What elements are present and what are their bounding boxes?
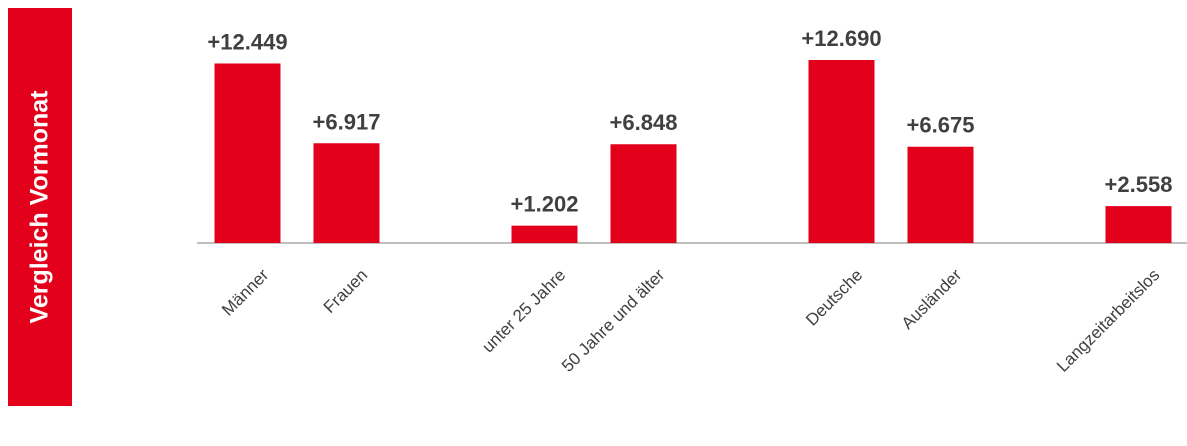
bar-7 bbox=[907, 146, 974, 243]
value-labels-group: +12.449 +6.917 +1.202 +6.848 +12.690 +6.675 +2… bbox=[207, 26, 1172, 217]
category-label-6: Deutsche bbox=[802, 265, 866, 329]
value-label-3: +1.202 bbox=[511, 192, 579, 217]
bar-1 bbox=[313, 143, 380, 243]
value-label-9: +2.558 bbox=[1105, 172, 1173, 197]
value-label-4: +6.848 bbox=[610, 110, 678, 135]
side-label-box: Vergleich Vormonat bbox=[8, 8, 72, 406]
bar-0 bbox=[214, 63, 281, 243]
category-label-0: Männer bbox=[218, 265, 272, 319]
bar-3 bbox=[511, 225, 578, 243]
category-label-7: Ausländer bbox=[898, 265, 966, 333]
value-label-1: +6.917 bbox=[313, 109, 381, 134]
value-label-6: +12.690 bbox=[801, 26, 881, 51]
value-label-7: +6.675 bbox=[907, 113, 975, 138]
category-label-9: Langzeitarbeitslos bbox=[1053, 265, 1163, 375]
bars-group bbox=[214, 60, 1172, 243]
category-label-3: unter 25 Jahre bbox=[478, 265, 569, 356]
bar-9 bbox=[1105, 206, 1172, 243]
category-label-4: 50 Jahre und älter bbox=[558, 265, 669, 376]
bar-4 bbox=[610, 144, 677, 243]
category-label-1: Frauen bbox=[320, 265, 372, 317]
bar-6 bbox=[808, 60, 875, 243]
value-label-0: +12.449 bbox=[207, 29, 287, 54]
